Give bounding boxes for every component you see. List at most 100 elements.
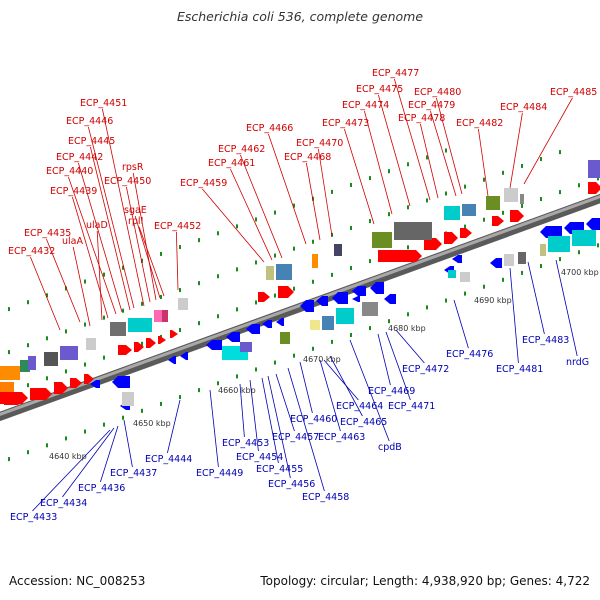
tick-dot — [578, 183, 580, 188]
tick-dot — [8, 457, 10, 462]
gene-box — [504, 254, 514, 266]
label-leader-line — [202, 188, 265, 263]
scale-tick-label: 4700 kbp — [561, 268, 599, 277]
tick-dot — [198, 388, 200, 393]
tick-dot — [502, 170, 504, 175]
gene-box — [334, 244, 342, 256]
tick-dot — [141, 341, 143, 346]
tick-dot — [559, 257, 561, 262]
tick-dot — [236, 307, 238, 312]
tick-dot — [46, 336, 48, 341]
tick-dot — [141, 301, 143, 306]
gene-label-forward: ECP_4439 — [50, 186, 97, 197]
gene-box — [448, 270, 456, 278]
gene-label-reverse: ECP_4453 — [222, 438, 269, 449]
tick-dot — [84, 279, 86, 284]
gene-label-forward: ECP_4435 — [24, 228, 71, 239]
tick-dot — [426, 155, 428, 160]
scale-tick-label: 4680 kbp — [388, 324, 426, 333]
tick-dot — [8, 350, 10, 355]
tick-dot — [160, 251, 162, 256]
label-leader-line — [323, 359, 359, 401]
label-leader-line — [364, 110, 393, 215]
label-leader-line — [209, 389, 219, 468]
label-leader-line — [527, 261, 545, 335]
gene-label-reverse: ECP_4471 — [388, 401, 435, 412]
tick-dot — [445, 148, 447, 153]
gene-box — [372, 232, 392, 248]
reverse-gene-arrow — [262, 320, 272, 328]
label-leader-lines — [30, 78, 578, 512]
tick-dot — [217, 381, 219, 386]
scale-tick-label: 4670 kbp — [303, 355, 341, 364]
tick-dot — [293, 246, 295, 251]
gene-label-reverse: ECP_4472 — [402, 364, 449, 375]
gene-box — [486, 196, 500, 210]
tick-dot — [46, 443, 48, 448]
gene-label-reverse: ECP_4469 — [368, 386, 415, 397]
forward-gene-arrow — [54, 382, 68, 394]
tick-dot — [369, 259, 371, 264]
gene-box — [312, 254, 318, 268]
gene-box — [86, 338, 96, 350]
tick-dot — [559, 190, 561, 195]
gene-label-reverse: ECP_4481 — [496, 364, 543, 375]
label-leader-line — [72, 196, 109, 319]
gene-label-forward: sgaE — [124, 205, 147, 216]
gene-box — [20, 360, 30, 372]
reverse-gene-arrow — [540, 226, 562, 238]
tick-dot — [350, 332, 352, 337]
tick-dot — [122, 415, 124, 420]
tick-dot — [255, 260, 257, 265]
tick-dot — [331, 272, 333, 277]
gene-label-forward: ECP_4446 — [66, 116, 113, 127]
tick-dot — [65, 369, 67, 374]
tick-dot — [122, 265, 124, 270]
tick-dot — [483, 284, 485, 289]
gene-label-reverse: ECP_4463 — [318, 432, 365, 443]
gene-box — [276, 264, 292, 280]
tick-dot — [293, 353, 295, 358]
tick-dot — [540, 197, 542, 202]
label-leader-line — [430, 110, 457, 197]
forward-gene-arrow — [258, 292, 270, 302]
gene-box — [588, 160, 600, 178]
reverse-gene-arrow — [206, 340, 222, 350]
forward-gene-arrow — [146, 338, 156, 348]
tick-dot — [274, 293, 276, 298]
gene-label-reverse: ECP_4457 — [272, 432, 319, 443]
label-leader-line — [88, 126, 135, 309]
tick-dot — [141, 258, 143, 263]
gene-box — [0, 366, 20, 380]
label-leader-line — [344, 128, 375, 225]
label-leader-line — [299, 361, 313, 414]
reverse-gene-arrow — [180, 352, 188, 360]
gene-label-reverse: ECP_4464 — [336, 401, 383, 412]
tick-dot — [84, 429, 86, 434]
reverse-gene-arrow — [300, 300, 314, 312]
gene-box — [572, 230, 596, 246]
tick-dot — [122, 308, 124, 313]
gene-box — [462, 204, 476, 216]
tick-dot — [65, 329, 67, 334]
tick-dot — [578, 250, 580, 255]
gene-label-forward: ECP_4432 — [8, 246, 55, 257]
label-leader-line — [138, 226, 165, 297]
tick-dot — [350, 265, 352, 270]
gene-label-reverse: ECP_4449 — [196, 468, 243, 479]
gene-label-forward: ECP_4473 — [322, 118, 369, 129]
gene-label-forward: ECP_4470 — [296, 138, 343, 149]
tick-dot — [502, 210, 504, 215]
gene-label-forward: ECP_4485 — [550, 87, 597, 98]
gene-box — [280, 332, 290, 344]
gene-box — [336, 308, 354, 324]
label-leader-line — [555, 259, 578, 357]
label-leader-line — [72, 246, 91, 327]
tick-dot — [350, 182, 352, 187]
forward-gene-arrow — [118, 345, 132, 355]
tick-dot — [27, 343, 29, 348]
tick-dot — [540, 157, 542, 162]
tick-dot — [388, 319, 390, 324]
gene-label-forward: ECP_4440 — [46, 166, 93, 177]
gene-label-reverse: ECP_4455 — [256, 464, 303, 475]
